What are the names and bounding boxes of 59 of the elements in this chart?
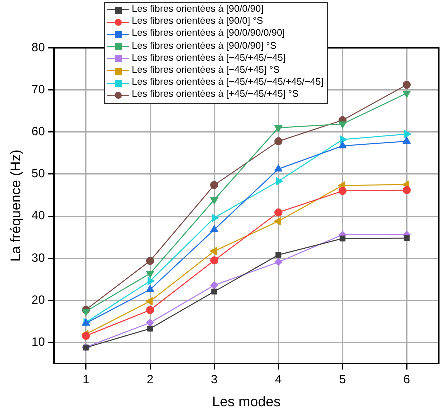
- y-tick-label: 50: [32, 166, 46, 181]
- point: [404, 130, 412, 138]
- point: [210, 198, 219, 205]
- y-axis-title: La fréquence (Hz): [7, 150, 24, 262]
- point: [210, 256, 219, 265]
- legend-label: Les fibres orientées à [−45/+45] °S: [132, 65, 280, 78]
- point: [210, 225, 219, 232]
- point: [340, 136, 348, 144]
- y-tick-label: 80: [32, 40, 46, 54]
- point: [146, 257, 154, 266]
- x-tick-label: 4: [275, 372, 282, 386]
- point: [402, 186, 411, 194]
- y-tick-label: 60: [32, 124, 46, 139]
- point: [212, 214, 220, 222]
- x-tick-label: 6: [404, 372, 411, 386]
- x-tick-label: 3: [211, 372, 218, 386]
- point: [274, 137, 283, 146]
- legend-label: Les fibres orientées à [−45/+45/−45/+45/−45]: [132, 77, 324, 90]
- x-tick-label: 5: [339, 372, 346, 386]
- legend-label: Les fibres orientées à [90/0] °S: [132, 16, 264, 28]
- point: [404, 235, 410, 242]
- point: [210, 247, 218, 256]
- x-axis-title: Les modes: [212, 393, 281, 410]
- point: [274, 217, 282, 226]
- point: [338, 187, 347, 196]
- point: [274, 208, 283, 217]
- x-tick-label: 1: [82, 372, 90, 386]
- point: [274, 164, 283, 172]
- point: [402, 81, 411, 90]
- point: [276, 252, 282, 258]
- y-tick-label: 20: [32, 292, 46, 307]
- point: [340, 236, 346, 242]
- y-tick-label: 40: [32, 208, 46, 223]
- point: [82, 309, 90, 316]
- point: [274, 126, 283, 133]
- y-tick-label: 30: [32, 250, 46, 265]
- point: [146, 284, 155, 292]
- legend-label: Les fibres orientées à [90/0/90/0/90]: [132, 28, 286, 41]
- point: [146, 271, 155, 278]
- legend-label: Les fibres orientées à [+45/−45/+45] °S: [132, 89, 299, 102]
- y-tick-label: 10: [32, 335, 46, 350]
- point: [338, 141, 347, 149]
- point: [338, 122, 347, 129]
- point: [276, 177, 284, 186]
- point: [210, 181, 219, 190]
- point: [146, 306, 154, 314]
- point: [402, 136, 412, 144]
- point: [210, 281, 219, 290]
- point: [148, 277, 156, 286]
- point: [402, 90, 412, 98]
- point: [147, 326, 154, 332]
- point: [274, 258, 283, 266]
- x-tick-label: 2: [147, 372, 154, 386]
- y-tick-label: 70: [32, 82, 46, 96]
- legend-label: Les fibres orientées à [−45/+45/−45]: [132, 52, 286, 66]
- legend-label: Les fibres orientées à [90/0/90]: [132, 4, 264, 16]
- point: [146, 297, 153, 306]
- point: [212, 288, 218, 295]
- legend-label: Les fibres orientées à [90/0/90] °S: [132, 40, 277, 53]
